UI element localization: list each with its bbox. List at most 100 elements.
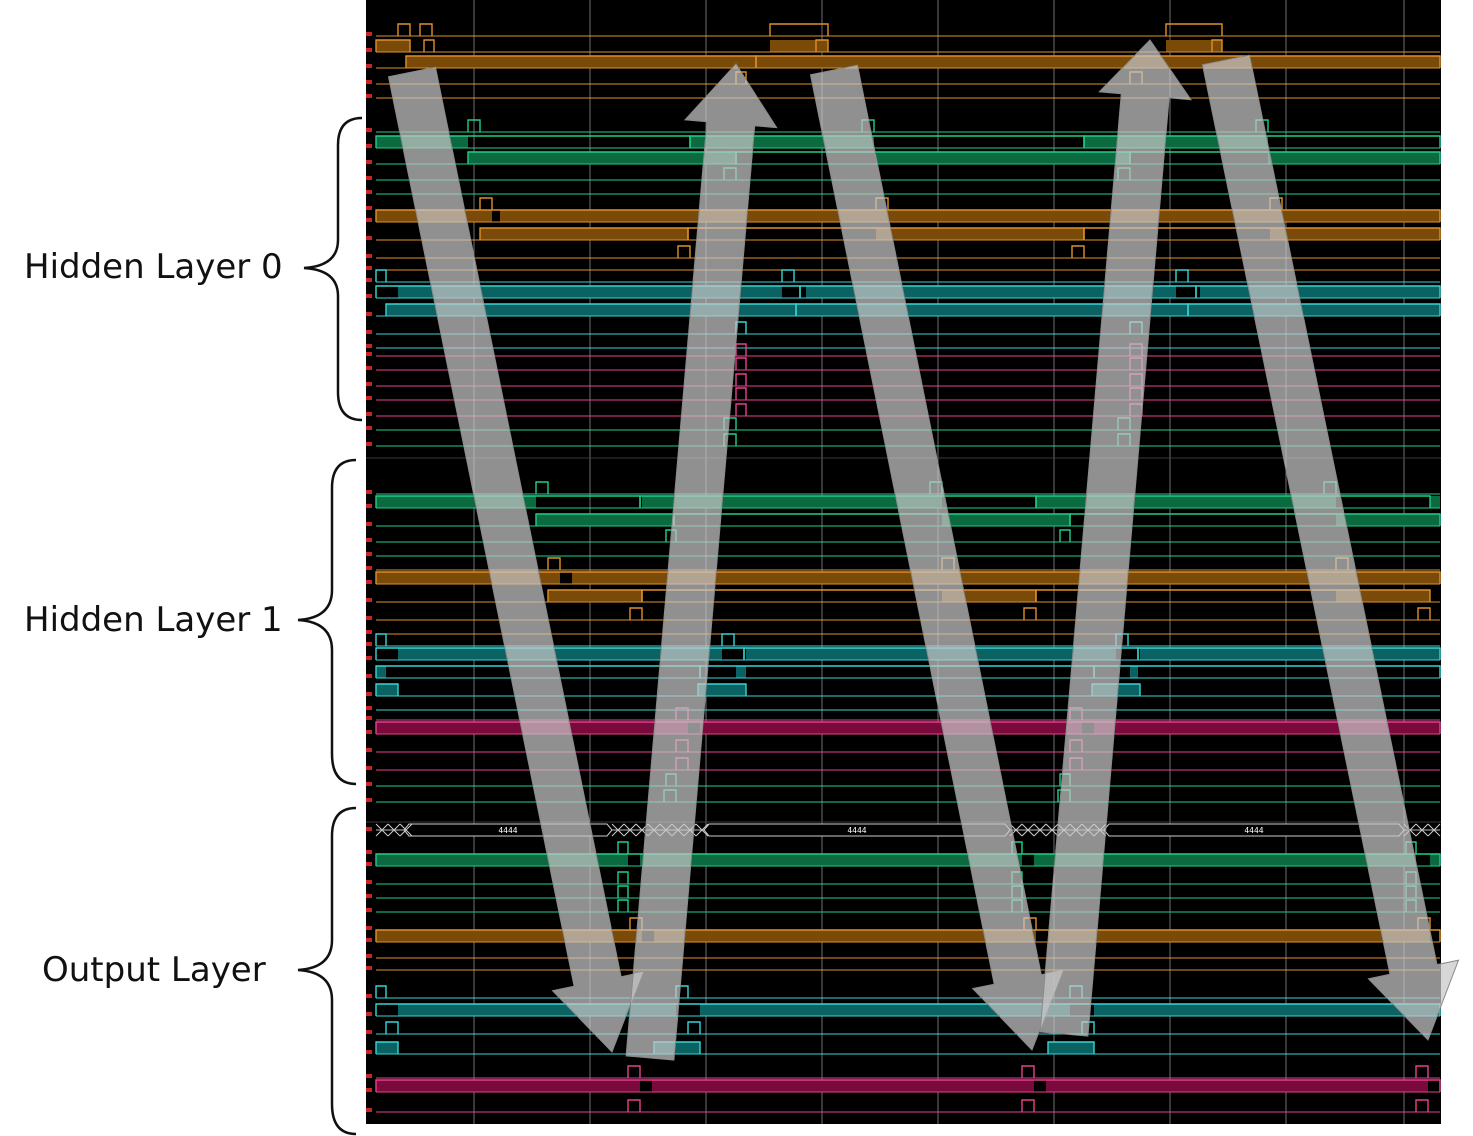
bus-value: 4444	[498, 826, 517, 835]
signal-fill	[1034, 854, 1416, 866]
signal-pulse	[479, 197, 493, 210]
signal-pulse	[1035, 495, 1431, 508]
signal-fill	[756, 56, 1440, 68]
bus-transition	[375, 823, 389, 837]
row-marker	[366, 1088, 372, 1092]
signal-fill	[536, 514, 674, 526]
row-marker	[366, 206, 372, 210]
signal-fill	[1036, 496, 1336, 508]
row-marker	[366, 630, 372, 634]
signal-fill	[1188, 304, 1440, 316]
brace-output-layer	[297, 806, 357, 1136]
signal-pulse	[735, 403, 747, 416]
label-output-layer: Output Layer	[42, 950, 266, 990]
row-marker	[366, 880, 372, 884]
signal-fill	[700, 1004, 1070, 1016]
signal-pulse	[375, 209, 1441, 222]
brace-hidden-layer-1	[297, 458, 357, 786]
row-marker	[366, 598, 372, 602]
row-marker	[366, 926, 372, 930]
signal-fill	[1140, 648, 1440, 660]
signal-pulse	[423, 39, 435, 52]
row-marker	[366, 966, 372, 970]
signal-pulse	[375, 39, 411, 52]
row-marker	[366, 48, 372, 52]
signal-pulse	[1415, 1065, 1429, 1078]
signal-fill	[548, 590, 642, 602]
signal-pulse	[1175, 269, 1189, 282]
signal-pulse	[397, 23, 411, 36]
signal-fill	[1270, 228, 1440, 240]
signal-fill	[500, 210, 1440, 222]
signal-fill	[942, 514, 1070, 526]
bus-value: 4444	[1244, 826, 1263, 835]
bus-transition	[1033, 823, 1047, 837]
signal-fill	[376, 684, 398, 696]
row-marker	[366, 254, 372, 258]
signal-pulse	[375, 633, 387, 646]
signal-fill	[640, 854, 1022, 866]
row-marker	[366, 278, 372, 282]
bus-signal-row: 4444 4444 4444	[375, 823, 1441, 837]
signal-pulse	[1195, 285, 1441, 298]
signal-pulse	[735, 373, 747, 386]
signal-fill	[1046, 1080, 1428, 1092]
signal-pulse	[1187, 303, 1441, 316]
signal-pulse	[547, 557, 561, 570]
row-marker	[366, 32, 372, 36]
row-marker	[366, 190, 372, 194]
bus-transition	[695, 823, 709, 837]
row-marker	[366, 344, 372, 348]
signal-pulse	[735, 387, 747, 400]
signal-pulse	[815, 39, 829, 52]
signal-fill	[468, 152, 736, 164]
row-marker	[366, 850, 372, 854]
signal-fill	[652, 1080, 1034, 1092]
row-marker	[366, 352, 372, 356]
signal-pulse	[375, 571, 1441, 584]
bus-transition	[1427, 823, 1441, 837]
bus-transition	[399, 823, 413, 837]
row-marker	[366, 522, 372, 526]
signal-pulse	[687, 1021, 701, 1034]
signal-pulse	[375, 853, 1441, 866]
row-marker	[366, 1012, 372, 1016]
label-hidden-layer-1: Hidden Layer 1	[24, 600, 283, 640]
signal-fill	[1336, 514, 1440, 526]
row-marker	[366, 294, 372, 298]
row-marker	[366, 798, 372, 802]
propagation-arrow-down	[1201, 54, 1460, 1041]
row-marker	[366, 954, 372, 958]
signal-fill	[770, 40, 828, 52]
signal-pulse	[1415, 1099, 1429, 1112]
signal-fill	[1268, 152, 1440, 164]
signal-pulse	[1021, 1065, 1035, 1078]
signal-fill	[654, 930, 1036, 942]
signal-pulse	[755, 55, 1441, 68]
row-marker	[366, 426, 372, 430]
signal-fill	[376, 666, 386, 678]
signal-pulse	[617, 871, 629, 884]
label-hidden-layer-0: Hidden Layer 0	[24, 247, 283, 287]
bus-transition	[1415, 823, 1429, 837]
propagation-arrows	[387, 39, 1460, 1061]
row-marker	[366, 94, 372, 98]
row-marker	[366, 894, 372, 898]
row-marker	[366, 330, 372, 334]
signal-pulse	[375, 985, 387, 998]
row-marker	[366, 938, 372, 942]
signal-pulse	[375, 1079, 1441, 1092]
row-marker	[366, 580, 372, 584]
signal-fill	[406, 56, 756, 68]
signal-fill	[572, 572, 1440, 584]
row-marker	[366, 396, 372, 400]
row-marker	[366, 64, 372, 68]
signal-pulse	[617, 841, 629, 854]
signal-pulse	[419, 23, 433, 36]
signal-pulse	[1021, 1099, 1035, 1112]
signal-pulse	[1047, 1041, 1095, 1054]
signal-fill	[1048, 1042, 1094, 1054]
row-marker	[366, 412, 372, 416]
row-marker	[366, 656, 372, 660]
